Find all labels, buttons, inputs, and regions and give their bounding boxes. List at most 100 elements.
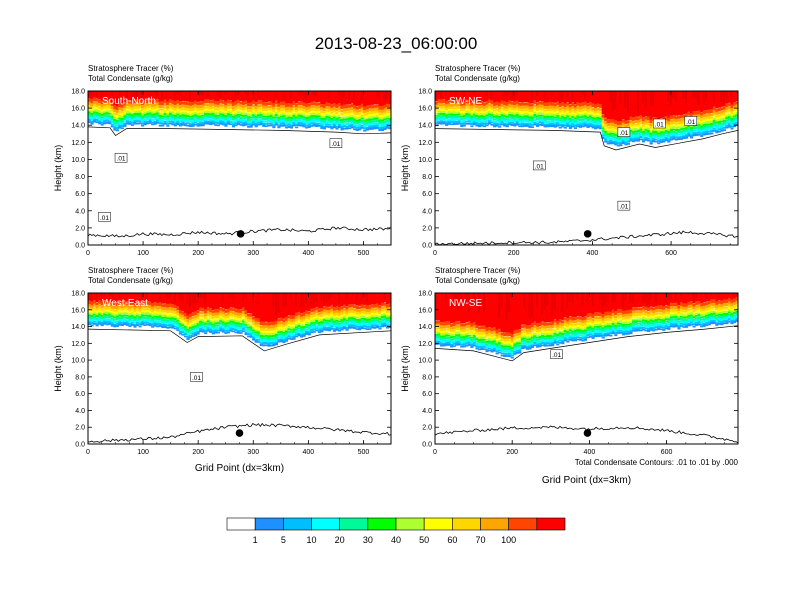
- tracer-cell: [176, 109, 180, 112]
- tracer-cell: [168, 108, 172, 111]
- tracer-cell: [561, 340, 565, 343]
- tracer-cell: [103, 293, 107, 301]
- tracer-cell: [440, 322, 444, 326]
- tracer-cell: [282, 108, 286, 111]
- tracer-cell: [380, 309, 385, 312]
- tracer-cell: [335, 306, 339, 310]
- tracer-cell: [518, 335, 522, 339]
- tracer-cell: [290, 107, 294, 111]
- tracer-cell: [488, 117, 492, 121]
- tracer-cell: [457, 336, 461, 339]
- tracer-cell: [171, 310, 175, 314]
- tracer-cell: [503, 338, 507, 342]
- tracer-cell: [151, 113, 155, 116]
- tracer-cell: [221, 115, 225, 119]
- tracer-cell: [599, 127, 603, 130]
- tracer-cell: [375, 310, 379, 313]
- tracer-cell: [548, 322, 552, 326]
- tracer-cell: [219, 99, 223, 104]
- tracer-cell: [730, 119, 734, 123]
- tracer-cell: [211, 120, 215, 123]
- tracer-cell: [631, 132, 636, 136]
- tracer-cell: [490, 107, 494, 110]
- tracer-cell: [93, 106, 97, 109]
- tracer-cell: [435, 327, 439, 330]
- tracer-cell: [360, 121, 364, 125]
- tracer-cell: [523, 330, 527, 334]
- tracer-cell: [290, 338, 294, 340]
- tracer-cell: [287, 324, 291, 327]
- tracer-cell: [176, 99, 180, 104]
- tracer-cell: [322, 117, 326, 120]
- tracer-cell: [695, 133, 699, 136]
- tracer-cell: [715, 108, 719, 112]
- tracer-cell: [252, 293, 256, 317]
- tracer-cell: [161, 115, 165, 118]
- tracer-cell: [151, 118, 155, 121]
- tracer-cell: [337, 310, 342, 314]
- tracer-cell: [161, 117, 165, 120]
- tracer-cell: [455, 109, 459, 112]
- tracer-cell: [725, 114, 729, 117]
- tracer-cell: [380, 121, 385, 125]
- tracer-cell: [100, 323, 104, 327]
- tracer-cell: [649, 137, 653, 141]
- tracer-cell: [166, 319, 170, 322]
- tracer-cell: [594, 120, 598, 123]
- tracer-streak: [337, 91, 340, 95]
- tracer-cell: [378, 320, 382, 323]
- tracer-cell: [259, 113, 263, 116]
- tracer-cell: [543, 335, 547, 338]
- tracer-cell: [383, 108, 387, 112]
- tracer-cell: [277, 91, 281, 104]
- tracer-cell: [556, 107, 560, 111]
- tracer-cell: [475, 337, 479, 341]
- tracer-cell: [312, 110, 316, 113]
- tracer-cell: [108, 313, 112, 316]
- tracer-cell: [201, 119, 205, 122]
- tracer-cell: [274, 101, 278, 105]
- tracer-cell: [105, 304, 109, 308]
- tracer-cell: [315, 313, 319, 316]
- tracer-cell: [259, 330, 263, 333]
- tracer-cell: [576, 102, 580, 106]
- tracer-cell: [161, 309, 165, 313]
- tracer-cell: [287, 325, 291, 329]
- tracer-cell: [480, 122, 484, 125]
- tracer-cell: [378, 114, 382, 118]
- tracer-cell: [216, 121, 220, 125]
- tracer-cell: [110, 105, 114, 109]
- tracer-cell: [211, 106, 215, 109]
- tracer-cell: [135, 322, 140, 324]
- tracer-cell: [108, 293, 112, 301]
- tracer-cell: [370, 120, 374, 123]
- tracer-cell: [93, 111, 97, 114]
- tracer-cell: [115, 315, 119, 318]
- tracer-cell: [183, 316, 188, 320]
- tracer-cell: [206, 322, 210, 325]
- tracer-cell: [242, 110, 246, 113]
- tracer-cell: [242, 114, 246, 117]
- tracer-cell: [513, 350, 517, 353]
- tracer-cell: [290, 330, 294, 334]
- tracer-cell: [445, 293, 449, 322]
- tracer-cell: [115, 129, 119, 132]
- tracer-cell: [712, 129, 716, 132]
- tracer-cell: [538, 334, 542, 336]
- tracer-cell: [462, 326, 466, 330]
- tracer-cell: [498, 106, 502, 110]
- tracer-cell: [322, 315, 326, 318]
- tracer-cell: [204, 316, 208, 319]
- tracer-cell: [375, 319, 379, 322]
- tracer-cell: [340, 128, 344, 131]
- tracer-cell: [244, 116, 248, 119]
- tracer-cell: [181, 320, 185, 323]
- tracer-cell: [528, 344, 532, 348]
- subtitle-tracer: Stratosphere Tracer (%): [88, 64, 174, 73]
- tracer-cell: [490, 337, 494, 339]
- tracer-cell: [591, 103, 595, 108]
- tracer-cell: [604, 140, 608, 143]
- tracer-cell: [135, 308, 140, 311]
- tracer-cell: [447, 103, 451, 107]
- tracer-cell: [614, 131, 618, 134]
